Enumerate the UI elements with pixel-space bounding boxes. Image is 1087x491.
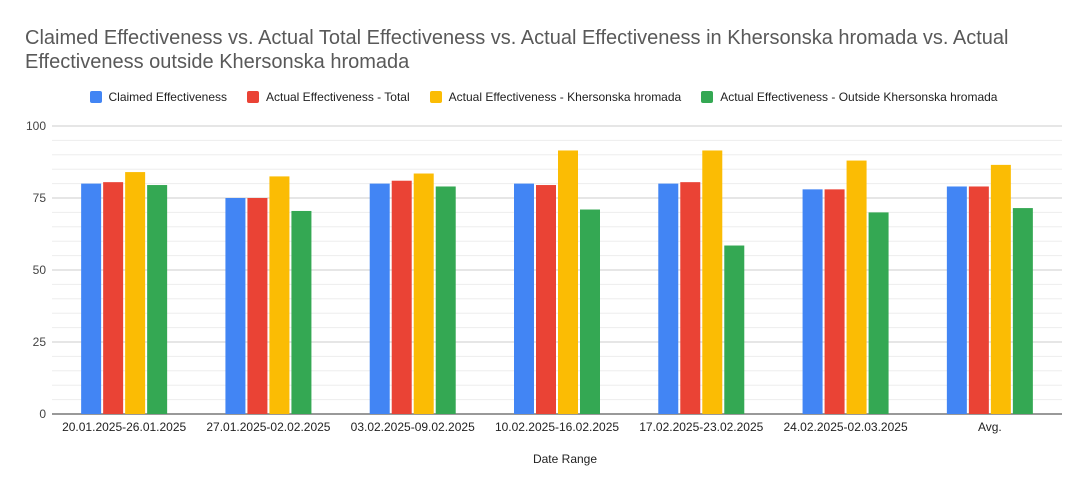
bar bbox=[247, 198, 268, 414]
bar bbox=[536, 185, 556, 414]
bar bbox=[125, 172, 146, 414]
bar bbox=[702, 150, 723, 415]
y-tick-label: 75 bbox=[33, 191, 47, 205]
y-tick-label: 100 bbox=[26, 119, 46, 133]
legend-label: Actual Effectiveness - Khersonska hromad… bbox=[448, 90, 682, 104]
x-tick-label: 24.02.2025-02.03.2025 bbox=[784, 420, 908, 434]
x-axis-title: Date Range bbox=[533, 452, 597, 466]
bar bbox=[103, 182, 124, 414]
bar bbox=[225, 198, 246, 414]
chart-title: Claimed Effectiveness vs. Actual Total E… bbox=[25, 27, 1009, 73]
bar bbox=[868, 212, 889, 414]
bar bbox=[580, 209, 600, 414]
legend-swatch bbox=[89, 91, 102, 103]
x-tick-label: 20.01.2025-26.01.2025 bbox=[62, 420, 186, 434]
bar bbox=[724, 245, 745, 414]
bar bbox=[824, 189, 845, 414]
x-tick-label: 10.02.2025-16.02.2025 bbox=[495, 420, 619, 434]
x-tick-label: 27.01.2025-02.02.2025 bbox=[206, 420, 330, 434]
legend-swatch bbox=[701, 91, 714, 103]
bar bbox=[846, 160, 867, 414]
bar bbox=[291, 210, 312, 414]
bar bbox=[391, 180, 412, 414]
bar bbox=[435, 186, 456, 414]
bar bbox=[558, 150, 578, 415]
bar bbox=[81, 183, 102, 414]
legend: Claimed Effectiveness Actual Effectivenes… bbox=[0, 88, 1087, 106]
bar bbox=[658, 183, 679, 414]
y-tick-label: 0 bbox=[39, 407, 46, 421]
bar bbox=[147, 185, 168, 414]
x-tick-label: Avg. bbox=[978, 420, 1002, 434]
legend-swatch bbox=[429, 91, 442, 103]
bar bbox=[946, 186, 967, 414]
legend-label: Claimed Effectiveness bbox=[108, 90, 228, 104]
bar bbox=[369, 183, 390, 414]
bar bbox=[968, 186, 989, 414]
bar bbox=[680, 182, 701, 414]
y-tick-label: 50 bbox=[33, 263, 47, 277]
legend-label: Actual Effectiveness - Outside Khersonsk… bbox=[720, 90, 998, 104]
legend-item: Actual Effectiveness - Khersonska hromad… bbox=[429, 88, 682, 106]
legend-label: Actual Effectiveness - Total bbox=[266, 90, 410, 104]
bar bbox=[413, 173, 434, 414]
x-tick-label: 03.02.2025-09.02.2025 bbox=[351, 420, 475, 434]
bar bbox=[802, 189, 823, 414]
legend-swatch bbox=[247, 91, 259, 103]
y-tick-label: 25 bbox=[33, 335, 47, 349]
bar bbox=[990, 164, 1011, 414]
bar bbox=[1012, 208, 1033, 414]
bar bbox=[269, 176, 290, 414]
legend-item: Actual Effectiveness - Outside Khersonsk… bbox=[701, 88, 997, 106]
bar bbox=[514, 183, 534, 414]
legend-item: Claimed Effectiveness bbox=[89, 88, 228, 106]
x-tick-label: 17.02.2025-23.02.2025 bbox=[639, 420, 763, 434]
legend-item: Actual Effectiveness - Total bbox=[247, 88, 410, 106]
